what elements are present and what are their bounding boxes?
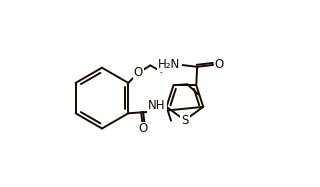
Text: O: O [215, 59, 224, 71]
Text: NH: NH [148, 99, 165, 112]
Text: O: O [139, 122, 148, 135]
Text: H₂N: H₂N [158, 59, 180, 71]
Text: O: O [134, 66, 143, 79]
Text: S: S [181, 114, 188, 127]
